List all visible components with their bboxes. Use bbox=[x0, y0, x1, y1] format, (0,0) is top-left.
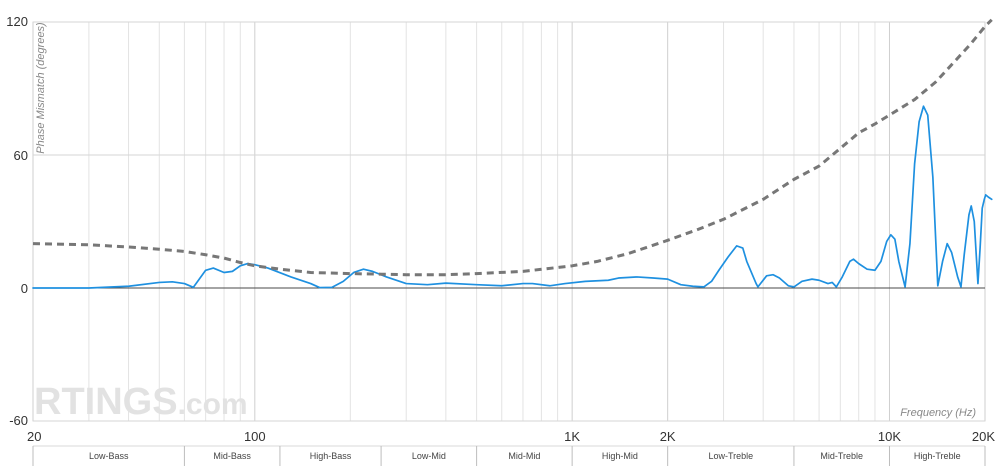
band-label: High-Bass bbox=[310, 451, 352, 461]
y-tick-label: -60 bbox=[9, 413, 28, 428]
series-line-dashed bbox=[32, 18, 993, 277]
band-label: Low-Treble bbox=[708, 451, 753, 461]
plot-frame bbox=[32, 21, 986, 422]
x-tick-label: 20 bbox=[27, 429, 41, 444]
svg-text:RTINGS.com: RTINGS.com bbox=[34, 381, 248, 423]
frequency-bands: Low-Bass Mid-Bass High-Bass Low-Mid Mid-Mid H… bbox=[32, 445, 986, 466]
watermark-brand: RTINGS bbox=[34, 381, 178, 423]
x-tick-label: 20K bbox=[972, 429, 995, 444]
band-label: Low-Bass bbox=[89, 451, 129, 461]
x-axis-label: Frequency (Hz) bbox=[900, 407, 976, 419]
series-line-solid bbox=[32, 105, 993, 289]
y-tick-label: 60 bbox=[14, 148, 28, 163]
band-label: Mid-Mid bbox=[508, 451, 540, 461]
x-tick-label: 100 bbox=[244, 429, 266, 444]
x-tick-label: 10K bbox=[878, 429, 901, 444]
gridlines bbox=[32, 21, 986, 422]
series-group bbox=[32, 18, 993, 289]
band-label: High-Mid bbox=[602, 451, 638, 461]
y-axis-label: Phase Mismatch (degrees) bbox=[35, 22, 47, 154]
x-tick-label: 1K bbox=[564, 429, 580, 444]
band-label: Mid-Treble bbox=[820, 451, 863, 461]
band-label: High-Treble bbox=[914, 451, 961, 461]
band-label: Low-Mid bbox=[412, 451, 446, 461]
y-tick-label: 0 bbox=[21, 281, 28, 296]
tick-labels: 20 100 1K 2K 10K 20K 120 60 0 -60 bbox=[6, 14, 995, 444]
y-tick-label: 120 bbox=[6, 14, 28, 29]
x-tick-label: 2K bbox=[660, 429, 676, 444]
watermark-suffix: .com bbox=[178, 388, 248, 421]
band-label: Mid-Bass bbox=[213, 451, 251, 461]
rtings-watermark: RTINGS.com bbox=[34, 381, 248, 423]
